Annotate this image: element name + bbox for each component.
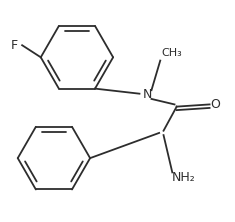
Text: F: F — [11, 39, 18, 52]
Text: NH₂: NH₂ — [171, 171, 195, 184]
Text: O: O — [210, 98, 220, 111]
Text: N: N — [142, 88, 152, 101]
Text: CH₃: CH₃ — [161, 48, 182, 58]
